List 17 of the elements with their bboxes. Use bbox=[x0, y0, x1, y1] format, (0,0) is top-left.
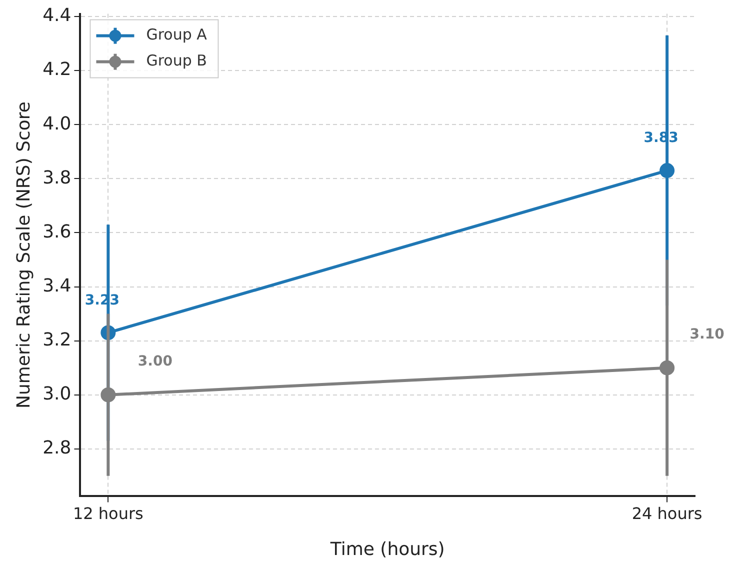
y-tick-label: 2.8 bbox=[42, 438, 72, 459]
y-tick-label: 4.2 bbox=[42, 59, 72, 80]
y-axis-title: Numeric Rating Scale (NRS) Score bbox=[13, 102, 34, 408]
y-tick-label: 3.0 bbox=[42, 384, 72, 405]
y-tick-label: 4.0 bbox=[42, 113, 72, 134]
y-tick-label: 3.2 bbox=[42, 329, 72, 350]
data-label: 3.00 bbox=[138, 353, 173, 370]
y-tick-label: 3.8 bbox=[42, 167, 72, 188]
y-tick-label: 3.6 bbox=[42, 221, 72, 242]
x-axis-title: Time (hours) bbox=[329, 538, 445, 560]
x-tick-label: 12 hours bbox=[72, 504, 144, 523]
data-label: 3.10 bbox=[690, 326, 725, 342]
y-tick-label: 3.4 bbox=[42, 275, 72, 296]
legend-label: Group A bbox=[146, 26, 208, 44]
x-tick-label: 24 hours bbox=[632, 504, 702, 523]
legend-label: Group B bbox=[146, 52, 207, 70]
y-tick-label: 4.4 bbox=[42, 5, 72, 26]
